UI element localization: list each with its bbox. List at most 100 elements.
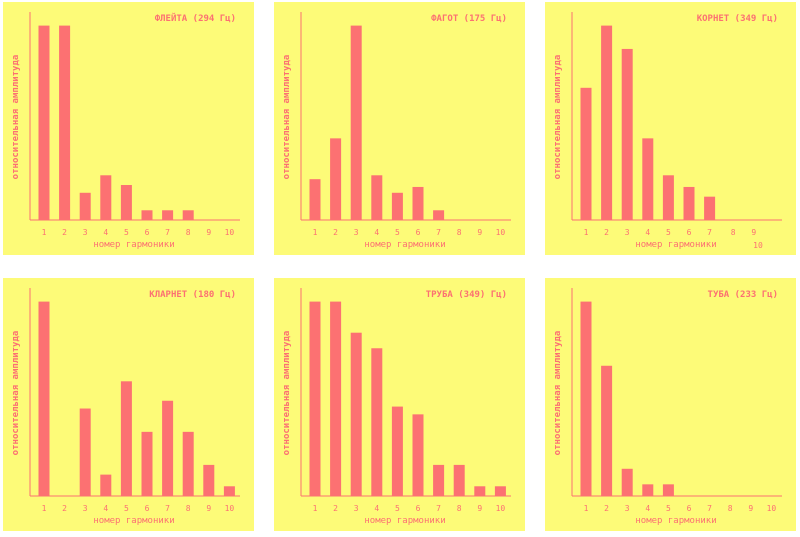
x-tick-label: 9 — [748, 504, 753, 513]
x-tick-label: 2 — [333, 228, 338, 237]
bar — [662, 484, 674, 496]
x-tick-label: 2 — [62, 228, 67, 237]
x-tick-label: 8 — [186, 504, 191, 513]
x-tick-label: 3 — [625, 228, 630, 237]
x-tick-label: 8 — [728, 504, 733, 513]
bar — [38, 301, 50, 496]
chart-title: ФАГОТ (175 Гц) — [431, 14, 507, 24]
bar — [621, 468, 633, 496]
x-tick-label: 6 — [687, 504, 692, 513]
bar — [391, 406, 403, 496]
x-tick-label: 10 — [225, 228, 235, 237]
x-tick-label: 2 — [604, 228, 609, 237]
x-tick-label: 3 — [354, 504, 359, 513]
x-axis-label: номер гармоники — [635, 240, 716, 250]
chart-title: КОРНЕТ (349 Гц) — [697, 14, 778, 24]
bar — [494, 486, 506, 496]
bar — [412, 186, 424, 220]
bar — [601, 25, 613, 220]
chart-panel: 1 2 3 4 5 6 7 8 9 10 КОРНЕТ (349 Гц) номер гармоник… — [545, 2, 796, 255]
x-tick-label: 9 — [477, 504, 482, 513]
x-tick-label: 8 — [731, 228, 736, 237]
bar — [79, 408, 91, 496]
x-tick-label: 1 — [313, 228, 318, 237]
bar — [309, 301, 321, 496]
chart-panel: 1 2 3 4 5 6 7 8 9 10 ФАГОТ (175 Гц) номер гармоники… — [274, 2, 525, 255]
x-tick-label: 5 — [666, 504, 671, 513]
x-tick-label: 1 — [42, 504, 47, 513]
x-tick-label: 2 — [333, 504, 338, 513]
y-axis-label: относительная амплитуда — [282, 331, 292, 456]
x-tick-label: 10 — [753, 241, 763, 250]
bar — [704, 196, 716, 220]
y-axis-label: относительная амплитуда — [282, 55, 292, 180]
bar — [100, 175, 112, 220]
bar — [223, 486, 235, 496]
x-tick-label: 3 — [354, 228, 359, 237]
x-tick-label: 8 — [457, 504, 462, 513]
x-axis-label: номер гармоники — [364, 516, 445, 526]
chart-title: ФЛЕЙТА (294 Гц) — [155, 12, 236, 24]
bar — [433, 210, 445, 220]
x-tick-label: 10 — [225, 504, 235, 513]
x-tick-label: 2 — [62, 504, 67, 513]
x-tick-label: 2 — [604, 504, 609, 513]
x-tick-label: 3 — [83, 228, 88, 237]
bar — [391, 192, 403, 220]
x-tick-label: 4 — [645, 504, 650, 513]
bar — [100, 474, 112, 496]
x-tick-label: 9 — [206, 228, 211, 237]
bar — [642, 138, 654, 220]
bar — [371, 348, 383, 496]
bar — [330, 138, 342, 220]
x-tick-label: 7 — [436, 504, 441, 513]
bar — [38, 25, 50, 220]
bar — [412, 414, 424, 496]
x-tick-label: 5 — [124, 504, 129, 513]
y-axis-label: относительная амплитуда — [553, 331, 563, 456]
bar — [182, 210, 194, 220]
x-tick-label: 7 — [707, 228, 712, 237]
bar — [601, 365, 613, 496]
x-tick-label: 7 — [165, 228, 170, 237]
x-axis-label: номер гармоники — [93, 516, 174, 526]
x-tick-label: 1 — [584, 228, 589, 237]
bar — [433, 464, 445, 496]
x-axis-label: номер гармоники — [635, 516, 716, 526]
bar — [580, 87, 592, 221]
bar — [120, 185, 132, 220]
x-tick-label: 5 — [666, 228, 671, 237]
x-tick-label: 4 — [645, 228, 650, 237]
x-tick-label: 1 — [42, 228, 47, 237]
chart-title: ТУБА (233 Гц) — [708, 290, 778, 300]
x-tick-label: 1 — [313, 504, 318, 513]
x-axis-label: номер гармоники — [93, 240, 174, 250]
chart-panel: 1 2 3 4 5 6 7 8 9 10 ФЛЕЙТА (294 Гц) номер гармоник… — [3, 2, 254, 255]
x-tick-label: 10 — [767, 504, 777, 513]
x-tick-label: 4 — [103, 228, 108, 237]
bar — [474, 486, 486, 496]
x-tick-label: 9 — [206, 504, 211, 513]
x-tick-label: 9 — [751, 228, 756, 237]
x-tick-label: 7 — [707, 504, 712, 513]
bar — [162, 210, 174, 220]
chart-title: ТРУБА (349) Гц) — [426, 290, 507, 300]
x-tick-label: 5 — [395, 504, 400, 513]
bar — [621, 48, 633, 221]
x-tick-label: 10 — [496, 228, 506, 237]
bar — [309, 179, 321, 220]
x-tick-label: 4 — [374, 228, 379, 237]
y-axis-label: относительная амплитуда — [11, 55, 21, 180]
bar — [120, 381, 132, 496]
x-tick-label: 6 — [416, 228, 421, 237]
y-axis-label: относительная амплитуда — [11, 331, 21, 456]
bar — [141, 431, 153, 496]
x-tick-label: 7 — [165, 504, 170, 513]
x-tick-label: 6 — [687, 228, 692, 237]
bar — [162, 400, 174, 496]
x-tick-label: 10 — [496, 504, 506, 513]
x-tick-label: 7 — [436, 228, 441, 237]
chart-panel: 1 2 3 4 5 6 7 8 9 10 КЛАРНЕТ (180 Гц) номер гармони… — [3, 278, 254, 531]
bar — [662, 175, 674, 220]
